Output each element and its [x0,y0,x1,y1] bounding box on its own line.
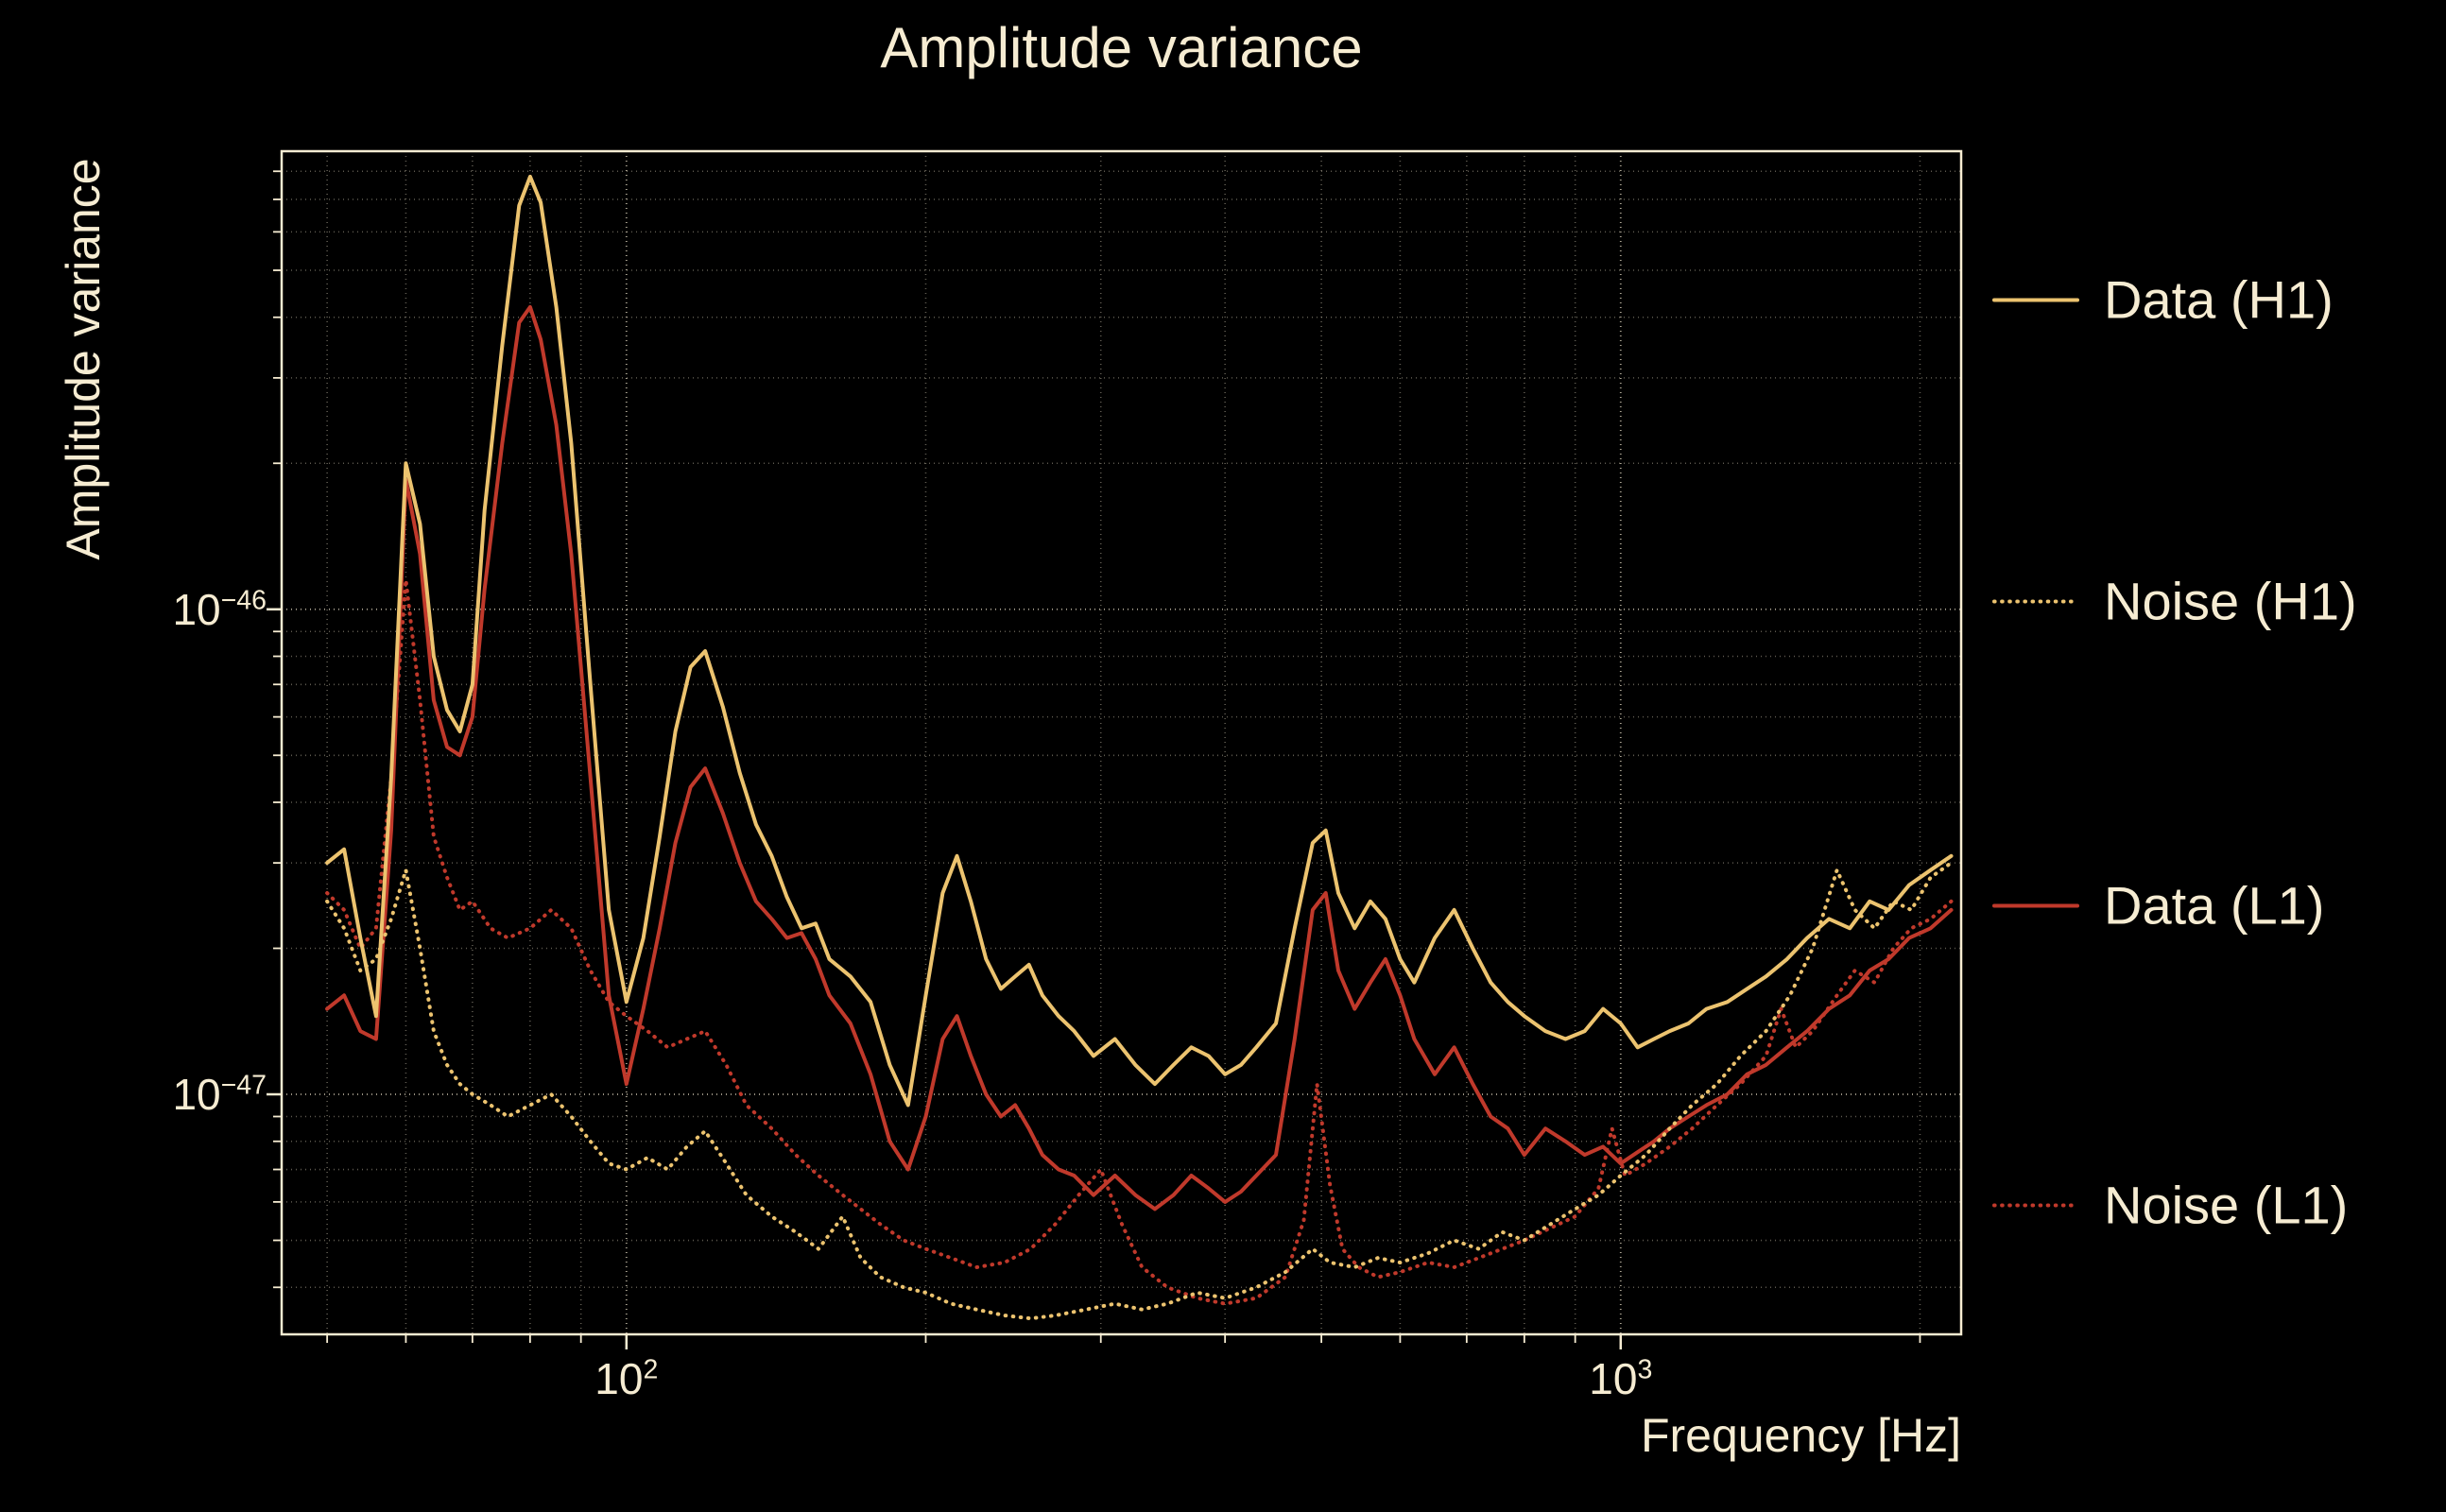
legend-label-noise-l1: Noise (L1) [2104,1175,2349,1235]
legend-entry-noise-l1: Noise (L1) [1992,1175,2348,1236]
x-tick-label: 102 [594,1354,659,1403]
legend-entry-data-l1: Data (L1) [1992,875,2324,936]
legend-label-data-h1: Data (H1) [2104,269,2334,330]
legend-line-sample-data-h1 [1992,298,2079,301]
chart-title: Amplitude variance [880,16,1363,79]
x-axis-label: Frequency [Hz] [1640,1409,1961,1462]
plot-spines [280,149,1963,1336]
legend-line-sample-noise-l1 [1992,1203,2079,1207]
series-line-noise-h1 [325,861,1954,1321]
y-tick-label: 10−46 [172,584,267,634]
series-line-data-h1 [325,174,1954,1108]
legend-line-sample-noise-h1 [1992,599,2079,603]
legend-entry-data-h1: Data (H1) [1992,269,2334,331]
series-line-data-l1 [325,304,1954,1211]
legend-label-data-l1: Data (L1) [2104,875,2325,936]
legend-line-sample-data-l1 [1992,903,2079,907]
x-tick-label: 103 [1589,1354,1653,1403]
legend-label-noise-h1: Noise (H1) [2104,571,2357,631]
series-line-noise-l1 [325,577,1954,1306]
y-tick-label: 10−47 [172,1070,267,1120]
legend: Data (H1) Noise (H1) Data (L1) Noise (L1… [1992,0,2446,1512]
legend-entry-noise-h1: Noise (H1) [1992,571,2357,632]
y-axis-label: Amplitude variance [57,158,110,560]
